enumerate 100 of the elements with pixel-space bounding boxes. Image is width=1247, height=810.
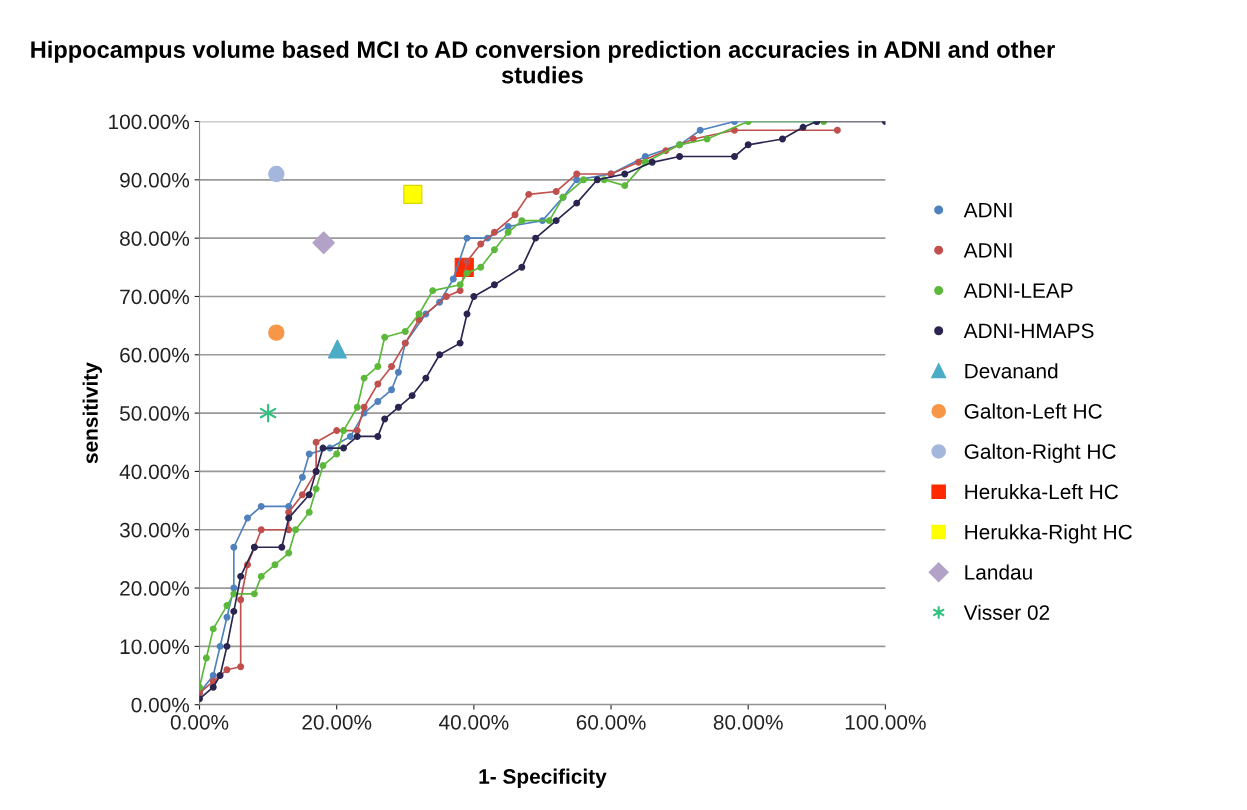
point xyxy=(230,543,238,551)
point xyxy=(353,427,361,435)
point xyxy=(477,263,485,271)
point xyxy=(278,543,286,551)
point xyxy=(422,374,430,382)
point xyxy=(298,473,306,481)
point xyxy=(463,257,471,265)
x-tick-label: 100.00% xyxy=(845,714,926,730)
point xyxy=(237,663,245,671)
point xyxy=(394,368,402,376)
x-tick-label: 20.00% xyxy=(302,714,372,730)
point xyxy=(470,292,478,300)
point xyxy=(634,158,642,166)
y-tick-label: 20.00% xyxy=(120,581,190,596)
legend-label: ADNI xyxy=(963,243,1012,258)
point xyxy=(648,158,656,166)
legend-label: Galton-Left HC xyxy=(964,403,1102,419)
point xyxy=(312,438,320,446)
point xyxy=(285,508,293,516)
x-axis-title: 1- Specificity xyxy=(479,768,607,788)
point xyxy=(833,126,841,134)
point xyxy=(259,403,277,423)
point xyxy=(223,602,231,610)
legend-label: Galton-Right HC xyxy=(964,443,1116,464)
point xyxy=(209,625,217,633)
point xyxy=(340,444,348,452)
point xyxy=(202,654,210,662)
y-axis-title: sensitivity xyxy=(82,362,102,464)
point xyxy=(360,403,368,411)
point xyxy=(257,502,265,510)
y-tick-label: 80.00% xyxy=(120,231,190,246)
point xyxy=(456,339,464,347)
point xyxy=(621,182,629,190)
point xyxy=(305,508,313,516)
point xyxy=(463,269,471,277)
point xyxy=(442,292,450,300)
y-tick-label: 40.00% xyxy=(119,464,190,480)
legend-label: Landau xyxy=(965,564,1032,580)
point xyxy=(504,228,512,236)
point xyxy=(223,666,231,674)
x-tick-label: 40.00% xyxy=(439,714,509,730)
point xyxy=(244,514,252,522)
point xyxy=(298,491,306,499)
point xyxy=(504,223,512,230)
point xyxy=(209,683,217,691)
y-tick-label: 50.00% xyxy=(119,406,190,421)
y-tick-label: 70.00% xyxy=(120,289,190,305)
point xyxy=(223,613,231,621)
point xyxy=(552,188,560,195)
point xyxy=(415,316,423,324)
point xyxy=(223,642,231,650)
point xyxy=(353,432,361,440)
point xyxy=(333,427,341,435)
point xyxy=(268,165,285,183)
point xyxy=(237,572,245,580)
point xyxy=(268,324,285,341)
point xyxy=(490,246,498,254)
point xyxy=(573,170,581,178)
point xyxy=(477,240,485,248)
point xyxy=(394,403,402,411)
point xyxy=(744,141,752,149)
point xyxy=(518,217,526,225)
point xyxy=(381,333,389,341)
point xyxy=(511,211,519,219)
legend-label: ADNI xyxy=(963,202,1012,218)
legend-label: Visser 02 xyxy=(963,604,1050,620)
y-tick-label: 100.00% xyxy=(109,114,190,130)
point xyxy=(449,275,457,283)
point xyxy=(285,502,293,510)
point xyxy=(319,462,327,470)
point xyxy=(374,362,382,370)
point xyxy=(374,380,382,388)
point xyxy=(381,415,389,423)
point xyxy=(285,549,293,557)
y-tick-label: 30.00% xyxy=(119,522,190,538)
point xyxy=(237,596,245,604)
point xyxy=(408,392,416,400)
legend-label: ADNI-HMAPS xyxy=(963,323,1094,339)
point xyxy=(401,327,409,335)
point xyxy=(456,281,464,289)
point xyxy=(216,672,224,680)
point xyxy=(346,432,354,440)
y-tick-label: 0.00% xyxy=(131,697,190,713)
point xyxy=(593,176,601,184)
point xyxy=(360,374,368,382)
point xyxy=(696,126,704,134)
point xyxy=(257,526,265,534)
point xyxy=(230,607,238,615)
point xyxy=(573,199,581,207)
x-tick-label: 80.00% xyxy=(713,714,783,730)
point xyxy=(731,153,738,160)
legend-label: Herukka-Left HC xyxy=(965,483,1119,500)
point xyxy=(305,491,313,499)
point xyxy=(403,184,423,204)
point xyxy=(230,590,238,598)
point xyxy=(456,287,464,295)
point xyxy=(327,339,347,359)
point xyxy=(230,584,238,592)
point xyxy=(490,281,498,289)
point xyxy=(305,450,313,458)
